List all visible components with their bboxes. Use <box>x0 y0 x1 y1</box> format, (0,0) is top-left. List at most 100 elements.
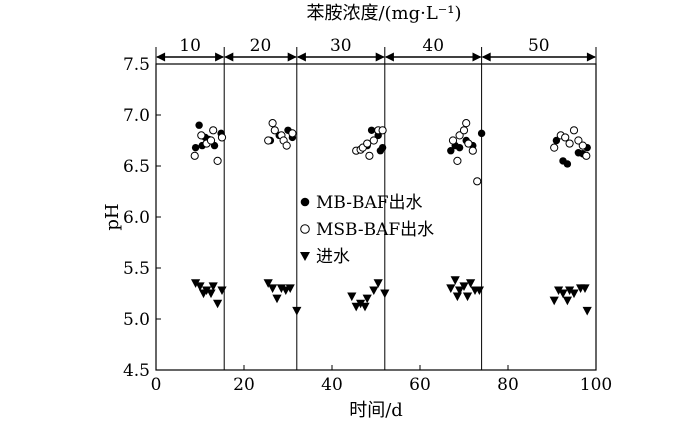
legend-marker-open-circle <box>300 224 310 234</box>
phase-boundaries <box>155 47 597 370</box>
data-point-msb-baf <box>455 131 464 140</box>
x-tick-label: 0 <box>151 375 162 395</box>
y-tick-label: 4.5 <box>123 361 150 381</box>
data-point-mb-baf <box>195 121 203 129</box>
data-point-mb-baf <box>191 143 200 152</box>
data-point-msb-baf <box>468 146 477 155</box>
data-point-influent <box>208 282 218 291</box>
data-point-msb-baf <box>217 133 227 142</box>
data-point-influent <box>195 282 205 291</box>
concentration-band-label: 40 <box>422 36 444 56</box>
data-point-msb-baf <box>448 136 458 145</box>
legend-label-mb-baf: MB-BAF出水 <box>316 193 423 213</box>
data-point-influent <box>285 284 295 293</box>
data-point-influent <box>369 286 379 296</box>
legend-item-msb-baf: MSB-BAF出水 <box>300 220 434 240</box>
data-point-influent <box>362 294 372 304</box>
data-point-influent <box>347 292 357 302</box>
data-point-msb-baf <box>369 136 378 145</box>
data-point-mb-baf <box>563 160 572 168</box>
data-point-msb-baf <box>565 139 574 148</box>
data-point-influent <box>206 289 216 299</box>
data-point-msb-baf <box>582 151 591 160</box>
data-point-influent <box>455 286 465 296</box>
data-point-msb-baf <box>209 126 218 135</box>
data-point-influent <box>380 289 390 299</box>
x-tick-label: 80 <box>497 375 519 395</box>
data-point-mb-baf <box>447 147 455 155</box>
y-tick-label: 5.5 <box>123 259 150 279</box>
y-axis-title: pH <box>102 203 123 230</box>
data-point-msb-baf <box>363 139 372 148</box>
concentration-band-label: 50 <box>528 36 550 56</box>
data-point-influent <box>356 299 366 309</box>
x-axis-title: 时间/d <box>349 400 403 421</box>
data-point-influent <box>558 289 568 299</box>
data-point-influent <box>360 302 370 312</box>
x-tick-label: 60 <box>409 375 431 395</box>
data-point-msb-baf <box>453 156 462 165</box>
concentration-bands: 10 20 30 40 50 <box>156 36 596 62</box>
data-point-influent <box>450 276 460 285</box>
data-point-msb-baf <box>578 141 587 150</box>
data-point-msb-baf <box>561 133 570 142</box>
legend-item-mb-baf: MB-BAF出水 <box>300 193 423 213</box>
data-point-influent <box>459 282 469 291</box>
legend-marker-down-triangle <box>300 252 310 261</box>
data-point-mb-baf <box>477 129 486 138</box>
data-point-msb-baf <box>464 139 473 148</box>
data-point-influent <box>202 286 212 296</box>
data-point-msb-baf <box>569 126 579 135</box>
axis-ticks: 0 20 40 60 80 100 4.5 5.0 5.5 6.0 6.5 7.0 7.5 <box>123 55 612 395</box>
data-point-mb-baf <box>552 136 561 145</box>
data-point-msb-baf <box>282 141 291 150</box>
data-point-msb-baf <box>459 126 469 135</box>
concentration-band-label: 30 <box>330 36 352 56</box>
data-point-influent <box>191 279 201 288</box>
data-point-msb-baf <box>288 129 297 138</box>
data-point-mb-baf <box>378 143 387 152</box>
legend-marker-filled-circle <box>300 197 310 207</box>
data-point-msb-baf <box>378 126 387 135</box>
x-tick-label: 100 <box>580 375 612 395</box>
data-point-influent <box>263 279 273 288</box>
y-tick-label: 6.5 <box>123 157 150 177</box>
data-point-msb-baf <box>550 143 559 152</box>
data-point-influent <box>292 306 302 316</box>
concentration-band-label: 20 <box>250 36 272 56</box>
top-axis-title: 苯胺浓度/(mg·L⁻¹) <box>306 3 461 24</box>
data-point-msb-baf <box>268 119 277 128</box>
y-tick-label: 7.0 <box>123 106 150 126</box>
legend-label-influent: 进水 <box>316 247 350 267</box>
data-point-influent <box>466 279 476 288</box>
plot-frame <box>155 63 597 371</box>
legend-item-influent: 进水 <box>300 247 350 267</box>
legend-label-msb-baf: MSB-BAF出水 <box>316 220 434 240</box>
data-point-msb-baf <box>473 177 482 186</box>
legend: MB-BAF出水 MSB-BAF出水 进水 <box>300 193 434 267</box>
data-point-msb-baf <box>190 151 199 160</box>
x-tick-label: 20 <box>233 375 255 395</box>
data-point-msb-baf <box>206 136 216 145</box>
data-point-mb-baf <box>367 126 376 134</box>
x-tick-label: 40 <box>321 375 343 395</box>
data-point-influent <box>213 299 223 309</box>
data-point-influent <box>582 306 592 316</box>
data-point-influent <box>217 286 227 296</box>
concentration-band-label: 10 <box>179 36 201 56</box>
data-point-influent <box>268 284 278 293</box>
data-point-influent <box>351 302 361 312</box>
data-point-msb-baf <box>197 131 206 140</box>
data-point-msb-baf <box>270 126 279 135</box>
data-point-influent <box>565 286 575 296</box>
data-point-influent <box>562 296 572 306</box>
data-point-influent <box>462 292 473 302</box>
data-point-msb-baf <box>365 151 374 160</box>
data-point-influent <box>580 284 590 293</box>
data-point-influent <box>452 292 462 302</box>
data-point-msb-baf <box>213 156 222 165</box>
data-point-influent <box>474 286 484 296</box>
data-point-influent <box>272 294 282 304</box>
data-point-influent <box>373 279 383 288</box>
